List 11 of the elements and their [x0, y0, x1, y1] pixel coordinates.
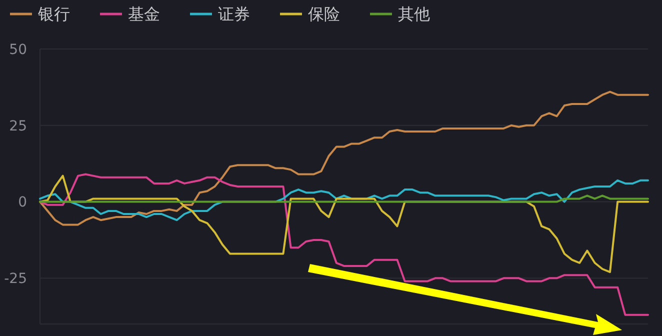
line-series	[39, 90, 649, 226]
legend-label: 保险	[308, 4, 340, 24]
legend-label: 其他	[398, 4, 430, 24]
y-tick-label: 0	[18, 194, 27, 211]
legend-label: 证券	[218, 4, 250, 24]
line-series	[39, 173, 649, 316]
y-tick-label: 50	[9, 42, 27, 58]
y-tick-label: -25	[4, 271, 27, 288]
y-tick-label: 25	[9, 118, 27, 134]
legend-label: 基金	[128, 4, 160, 24]
legend-label: 银行	[37, 4, 70, 24]
